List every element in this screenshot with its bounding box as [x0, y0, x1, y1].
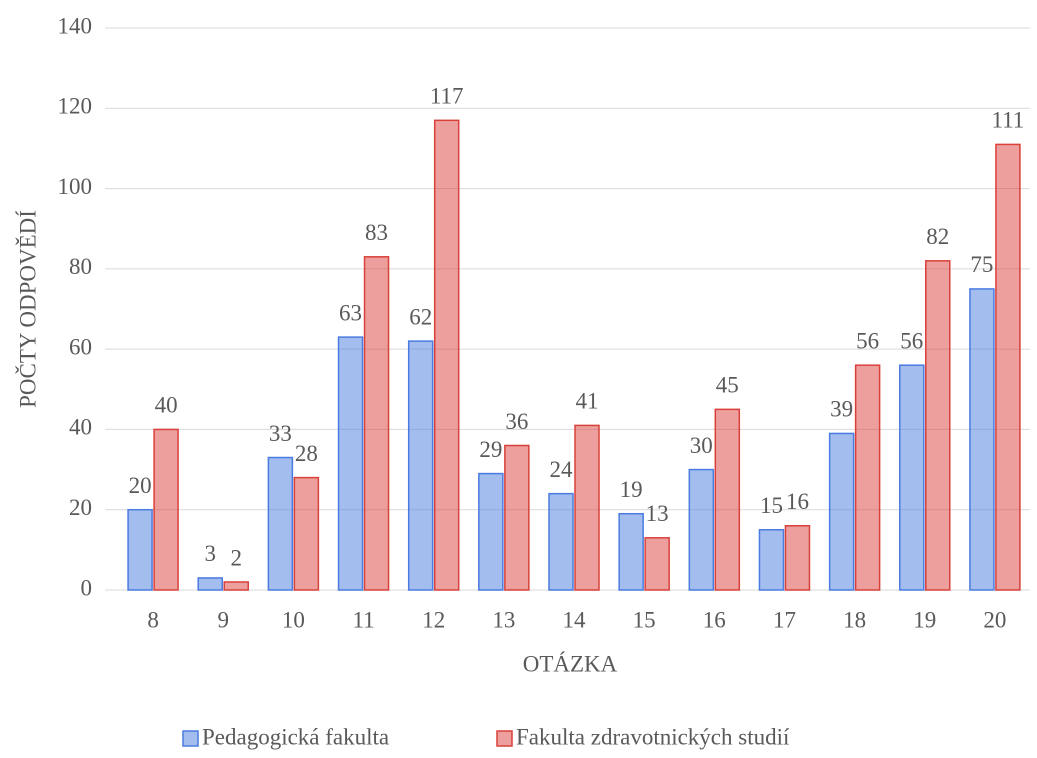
data-label: 39	[830, 397, 853, 422]
data-label: 29	[479, 437, 502, 462]
x-tick-label: 8	[147, 607, 159, 632]
y-tick-label: 100	[58, 174, 93, 199]
bar	[197, 577, 223, 591]
data-label: 13	[646, 501, 669, 526]
bar	[363, 256, 390, 591]
bar	[223, 581, 249, 591]
y-axis-title: POČTY ODPOVĚDÍ	[14, 210, 40, 408]
bar	[758, 529, 785, 591]
x-tick-label: 13	[492, 607, 515, 632]
data-label: 30	[690, 433, 713, 458]
data-label: 40	[155, 393, 178, 418]
data-label: 36	[505, 409, 528, 434]
data-label: 15	[760, 493, 783, 518]
x-tick-label: 20	[983, 607, 1006, 632]
x-tick-label: 10	[282, 607, 305, 632]
data-label: 19	[620, 477, 643, 502]
y-tick-label: 20	[69, 495, 92, 520]
legend-label: Pedagogická fakulta	[202, 724, 389, 749]
y-tick-label: 80	[69, 254, 92, 279]
data-label: 45	[716, 373, 739, 398]
legend-swatch	[182, 730, 199, 747]
bar	[854, 364, 881, 591]
data-label: 63	[339, 300, 362, 325]
data-label: 56	[900, 328, 923, 353]
data-label: 56	[856, 328, 879, 353]
data-label: 41	[576, 389, 599, 414]
x-tick-label: 14	[563, 607, 587, 632]
bar	[925, 260, 951, 591]
bar	[618, 512, 644, 591]
data-label: 82	[926, 224, 949, 249]
bar	[644, 537, 670, 591]
x-tick-label: 9	[217, 607, 229, 632]
y-tick-label: 40	[69, 415, 92, 440]
data-label: 111	[992, 108, 1025, 133]
data-label: 2	[230, 545, 242, 570]
legend-swatch	[496, 730, 513, 747]
data-label: 62	[409, 304, 432, 329]
x-tick-label: 15	[633, 607, 656, 632]
bar	[127, 508, 153, 591]
y-tick-label: 0	[81, 575, 93, 600]
data-label: 16	[786, 489, 809, 514]
bar	[433, 119, 460, 591]
x-tick-label: 17	[773, 607, 796, 632]
y-tick-label: 140	[58, 13, 93, 38]
y-tick-label: 120	[58, 94, 93, 119]
bar	[478, 472, 504, 591]
bar	[828, 432, 855, 591]
bar	[784, 525, 811, 591]
bar	[574, 424, 600, 591]
x-tick-label: 18	[843, 607, 866, 632]
y-tick-label: 60	[69, 334, 92, 359]
x-axis-title: OTÁZKA	[523, 651, 618, 676]
data-label: 33	[269, 421, 292, 446]
data-label: 117	[430, 84, 464, 109]
data-label: 75	[970, 252, 993, 277]
bar	[407, 340, 434, 591]
bar	[995, 143, 1021, 591]
data-label: 28	[295, 441, 318, 466]
bar	[337, 336, 364, 591]
data-label: 20	[129, 473, 152, 498]
data-label: 24	[550, 457, 574, 482]
x-tick-label: 19	[913, 607, 936, 632]
bar	[267, 456, 294, 591]
x-tick-label: 16	[703, 607, 726, 632]
data-label: 83	[365, 220, 388, 245]
bar	[293, 476, 320, 591]
bar	[688, 468, 715, 591]
bar	[899, 364, 925, 591]
bar	[969, 288, 995, 591]
legend-label: Fakulta zdravotnických studií	[516, 724, 790, 749]
x-tick-label: 12	[422, 607, 445, 632]
bar	[153, 428, 179, 591]
bar	[504, 444, 530, 591]
bar	[714, 408, 741, 591]
x-tick-label: 11	[352, 607, 374, 632]
data-label: 3	[204, 541, 216, 566]
bar	[548, 492, 574, 591]
